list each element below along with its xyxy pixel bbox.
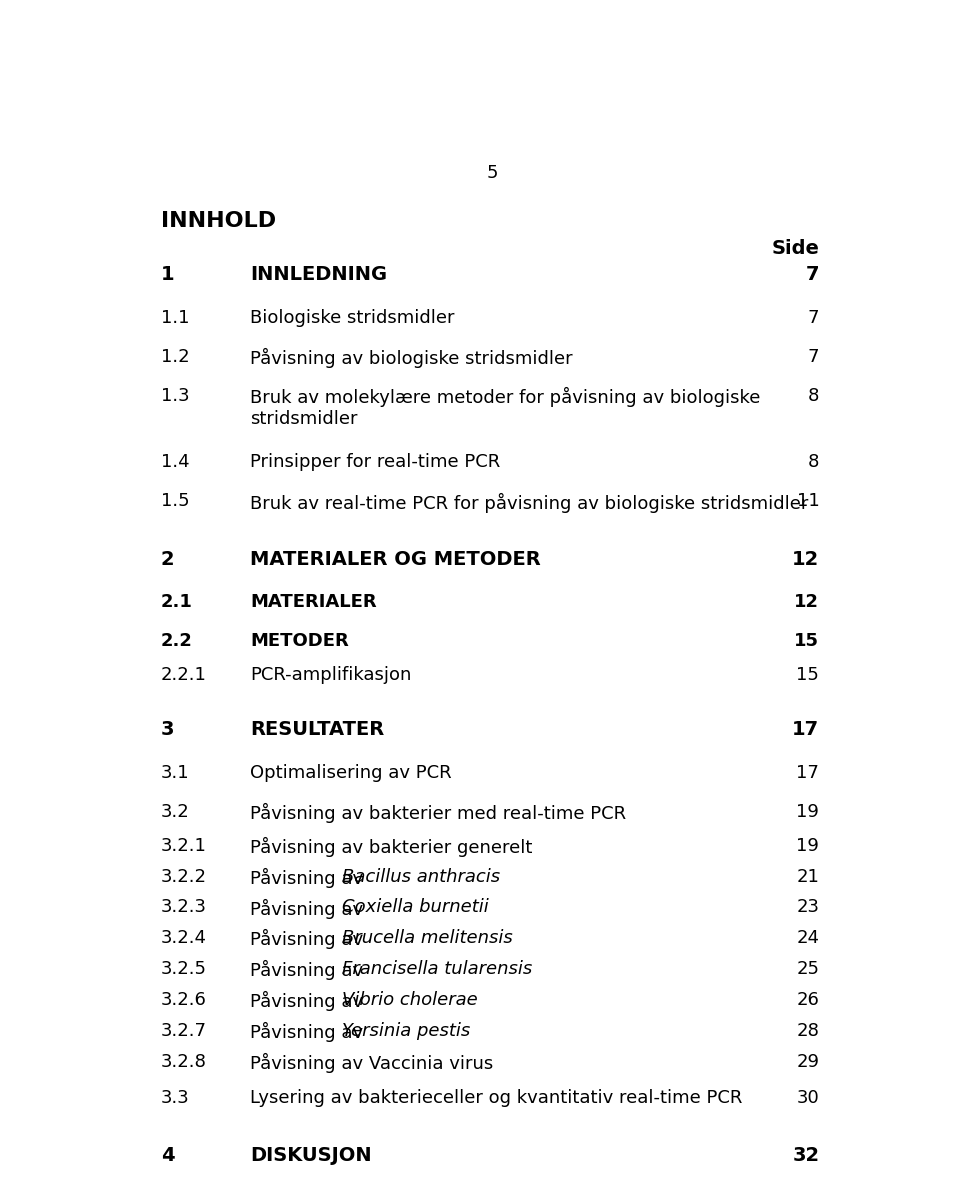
Text: 2.1: 2.1 <box>161 593 193 612</box>
Text: 8: 8 <box>808 453 820 472</box>
Text: 1: 1 <box>161 265 175 285</box>
Text: 21: 21 <box>797 867 820 885</box>
Text: 3.2.6: 3.2.6 <box>161 991 206 1009</box>
Text: Påvisning av: Påvisning av <box>251 898 369 918</box>
Text: INNLEDNING: INNLEDNING <box>251 265 387 285</box>
Text: Påvisning av: Påvisning av <box>251 867 369 887</box>
Text: 17: 17 <box>792 720 820 739</box>
Text: PCR-amplifikasjon: PCR-amplifikasjon <box>251 666 412 684</box>
Text: Bruk av molekylære metoder for påvisning av biologiske
stridsmidler: Bruk av molekylære metoder for påvisning… <box>251 387 760 428</box>
Text: 3.2.7: 3.2.7 <box>161 1022 207 1039</box>
Text: 1.2: 1.2 <box>161 348 189 366</box>
Text: MATERIALER: MATERIALER <box>251 593 377 612</box>
Text: 5: 5 <box>487 164 497 182</box>
Text: 1.1: 1.1 <box>161 310 189 327</box>
Text: 1.3: 1.3 <box>161 387 189 405</box>
Text: Påvisning av Vaccinia virus: Påvisning av Vaccinia virus <box>251 1052 493 1072</box>
Text: 24: 24 <box>797 930 820 947</box>
Text: RESULTATER: RESULTATER <box>251 720 384 739</box>
Text: 2.2.1: 2.2.1 <box>161 666 206 684</box>
Text: 30: 30 <box>797 1089 820 1106</box>
Text: 15: 15 <box>794 632 820 651</box>
Text: 3.2.1: 3.2.1 <box>161 837 206 855</box>
Text: 7: 7 <box>808 348 820 366</box>
Text: 3.2.4: 3.2.4 <box>161 930 207 947</box>
Text: 29: 29 <box>797 1052 820 1071</box>
Text: 3.2: 3.2 <box>161 803 190 822</box>
Text: Påvisning av: Påvisning av <box>251 1022 369 1042</box>
Text: MATERIALER OG METODER: MATERIALER OG METODER <box>251 550 540 568</box>
Text: 2.2: 2.2 <box>161 632 193 651</box>
Text: 1.4: 1.4 <box>161 453 189 472</box>
Text: 32: 32 <box>792 1146 820 1165</box>
Text: Lysering av bakterieceller og kvantitativ real-time PCR: Lysering av bakterieceller og kvantitati… <box>251 1089 743 1106</box>
Text: 26: 26 <box>797 991 820 1009</box>
Text: 2: 2 <box>161 550 175 568</box>
Text: 11: 11 <box>797 492 820 511</box>
Text: 3.2.2: 3.2.2 <box>161 867 207 885</box>
Text: Prinsipper for real-time PCR: Prinsipper for real-time PCR <box>251 453 500 472</box>
Text: 3.2.3: 3.2.3 <box>161 898 207 917</box>
Text: Biologiske stridsmidler: Biologiske stridsmidler <box>251 310 455 327</box>
Text: 3.2.5: 3.2.5 <box>161 960 207 978</box>
Text: 1.5: 1.5 <box>161 492 189 511</box>
Text: DISKUSJON: DISKUSJON <box>251 1146 372 1165</box>
Text: Brucella melitensis: Brucella melitensis <box>343 930 513 947</box>
Text: 7: 7 <box>805 265 820 285</box>
Text: Påvisning av: Påvisning av <box>251 930 369 950</box>
Text: INNHOLD: INNHOLD <box>161 211 276 231</box>
Text: Påvisning av: Påvisning av <box>251 991 369 1011</box>
Text: Side: Side <box>772 239 820 258</box>
Text: Coxiella burnetii: Coxiella burnetii <box>343 898 489 917</box>
Text: 4: 4 <box>161 1146 175 1165</box>
Text: 7: 7 <box>808 310 820 327</box>
Text: 3.1: 3.1 <box>161 764 189 783</box>
Text: 12: 12 <box>794 593 820 612</box>
Text: Bacillus anthracis: Bacillus anthracis <box>343 867 500 885</box>
Text: Francisella tularensis: Francisella tularensis <box>343 960 533 978</box>
Text: 15: 15 <box>797 666 820 684</box>
Text: Påvisning av bakterier med real-time PCR: Påvisning av bakterier med real-time PCR <box>251 803 626 824</box>
Text: Bruk av real-time PCR for påvisning av biologiske stridsmidler: Bruk av real-time PCR for påvisning av b… <box>251 492 808 512</box>
Text: 17: 17 <box>797 764 820 783</box>
Text: Påvisning av bakterier generelt: Påvisning av bakterier generelt <box>251 837 533 857</box>
Text: 3.2.8: 3.2.8 <box>161 1052 206 1071</box>
Text: 12: 12 <box>792 550 820 568</box>
Text: 3.3: 3.3 <box>161 1089 190 1106</box>
Text: 23: 23 <box>797 898 820 917</box>
Text: METODER: METODER <box>251 632 348 651</box>
Text: 19: 19 <box>797 803 820 822</box>
Text: 8: 8 <box>808 387 820 405</box>
Text: Påvisning av: Påvisning av <box>251 960 369 980</box>
Text: 25: 25 <box>797 960 820 978</box>
Text: 3: 3 <box>161 720 175 739</box>
Text: 19: 19 <box>797 837 820 855</box>
Text: 28: 28 <box>797 1022 820 1039</box>
Text: Vibrio cholerae: Vibrio cholerae <box>343 991 478 1009</box>
Text: Yersinia pestis: Yersinia pestis <box>343 1022 470 1039</box>
Text: Påvisning av biologiske stridsmidler: Påvisning av biologiske stridsmidler <box>251 348 573 368</box>
Text: Optimalisering av PCR: Optimalisering av PCR <box>251 764 452 783</box>
